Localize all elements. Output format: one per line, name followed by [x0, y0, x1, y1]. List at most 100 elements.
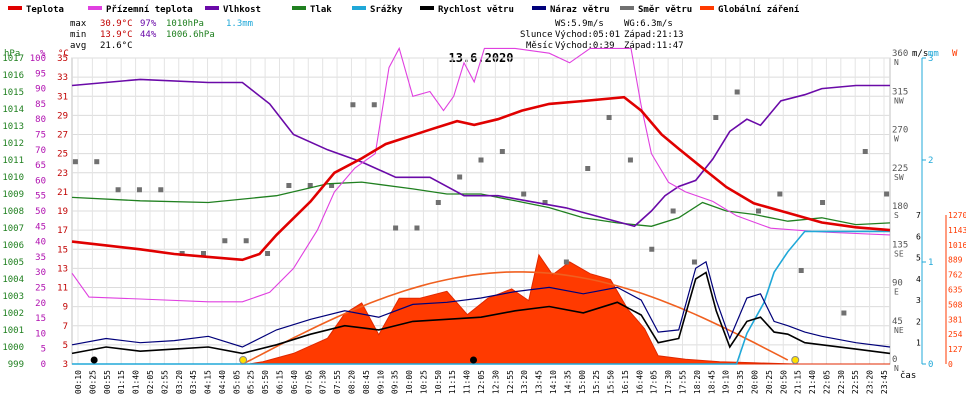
press-tick: 1003	[2, 292, 24, 302]
hum-tick: 35	[35, 253, 46, 263]
press-tick: 1002	[2, 309, 24, 319]
sun-curve	[242, 271, 789, 365]
x-tick-label: 20:50	[779, 370, 788, 394]
hum-tick: 25	[35, 284, 46, 294]
dir-label: W	[894, 135, 899, 144]
temp-tick: 25	[57, 150, 68, 160]
x-tick-label: 15:25	[592, 370, 601, 394]
stats-box: max 30.9°C 97% 1010hPa 1.3mm min 13.9°C …	[70, 19, 253, 51]
temp-tick: 19	[57, 207, 68, 217]
rad-tick: 254	[948, 330, 963, 339]
legend-swatch	[620, 6, 634, 10]
plot-area	[71, 46, 891, 365]
x-tick-label: 06:15	[276, 370, 285, 394]
wind-direction-mark	[563, 259, 569, 265]
temp-tick: 9	[63, 303, 68, 313]
wind-direction-mark	[542, 200, 548, 205]
hum-tick: 85	[35, 100, 46, 110]
wind-direction-mark	[350, 102, 356, 108]
dir-label: N	[894, 364, 899, 373]
wind-tick: 7	[916, 211, 921, 220]
dir-label: E	[894, 288, 899, 297]
hum-tick: 15	[35, 314, 46, 324]
legend-label: Rychlost větru	[438, 4, 514, 15]
wind-direction-mark	[884, 191, 890, 197]
wind-tick: 4	[916, 275, 921, 284]
dir-label: SE	[894, 249, 904, 258]
dir-tick: 360	[892, 49, 908, 59]
press-tick: 1005	[2, 258, 24, 268]
wind-direction-mark	[841, 310, 847, 316]
wind-direction-mark	[478, 157, 484, 163]
temp-tick: 27	[57, 131, 68, 141]
rad-tick: 889	[948, 256, 963, 265]
hum-tick: 60	[35, 176, 46, 186]
legend-label: Globální záření	[718, 5, 800, 15]
x-tick-label: 11:15	[448, 370, 457, 394]
dir-tick: 0	[892, 355, 897, 365]
dir-label: SW	[894, 173, 904, 182]
dir-label: NE	[894, 326, 904, 335]
x-tick-label: 17:55	[679, 370, 688, 394]
temp-tick: 3	[63, 360, 68, 370]
x-tick-label: 23:45	[880, 370, 889, 394]
press-tick: 1009	[2, 190, 24, 200]
x-tick-label: 21:15	[794, 370, 803, 394]
stat-max-label: max	[70, 19, 87, 29]
wind-direction-mark	[200, 251, 206, 256]
wind-speed-line	[71, 271, 891, 355]
dir-label: N	[894, 58, 899, 67]
temp-tick: 21	[57, 188, 68, 198]
x-tick-label: 12:05	[477, 370, 486, 394]
temp-tick: 35	[57, 54, 68, 64]
legend-label: Náraz větru	[550, 4, 610, 15]
hum-tick: 75	[35, 131, 46, 141]
x-tick-label: 19:10	[722, 370, 731, 394]
legend-swatch	[8, 6, 22, 10]
wind-direction-mark	[136, 187, 142, 193]
legend-swatch	[88, 6, 102, 10]
stat-min-temp: 13.9°C	[100, 30, 133, 40]
x-tick-label: 17:05	[650, 370, 659, 394]
humidity-line	[71, 78, 890, 228]
press-tick: 1008	[2, 207, 24, 217]
wind-direction-mark	[670, 208, 676, 214]
press-tick: 1010	[2, 173, 24, 183]
wind-tick: 3	[916, 296, 921, 305]
gust-line	[71, 260, 891, 348]
press-tick: 1012	[2, 139, 24, 149]
wind-direction-mark	[307, 183, 313, 188]
rad-unit: W	[952, 49, 958, 59]
x-tick-label: 04:15	[204, 370, 213, 394]
x-tick-label: 00:25	[88, 370, 97, 394]
wind-direction-mark	[72, 159, 78, 165]
x-tick-label: 23:20	[866, 370, 875, 394]
wind-direction-mark	[756, 208, 762, 214]
wind-direction-mark	[820, 200, 826, 205]
x-tick-label: 07:05	[304, 370, 313, 394]
temperature-line	[71, 95, 891, 262]
rad-tick: 381	[948, 315, 963, 324]
wind-direction-mark	[414, 225, 420, 231]
dir-tick: 270	[892, 126, 908, 136]
hum-tick: 45	[35, 222, 46, 232]
x-tick-label: 12:30	[491, 370, 500, 394]
x-tick-label: 18:45	[707, 370, 716, 394]
wind-direction-mark	[329, 183, 335, 188]
press-tick: 1004	[2, 275, 24, 285]
x-tick-label: 11:40	[463, 370, 472, 394]
x-tick-label: 10:00	[405, 370, 414, 394]
x-tick-label: 05:25	[247, 370, 256, 394]
wind-direction-mark	[777, 191, 783, 197]
x-tick-label: 13:20	[520, 370, 529, 394]
x-tick-label: 20:00	[750, 370, 759, 394]
hum-unit: %	[40, 49, 46, 59]
temp-tick: 23	[57, 169, 68, 179]
wind-direction-mark	[585, 166, 591, 171]
legend-swatch	[205, 6, 219, 10]
x-tick-label: 16:15	[621, 370, 630, 394]
legend-label: Srážky	[370, 5, 403, 15]
hum-tick: 30	[35, 268, 46, 278]
x-tick-label: 01:15	[117, 370, 126, 394]
legend-swatch	[352, 6, 366, 10]
